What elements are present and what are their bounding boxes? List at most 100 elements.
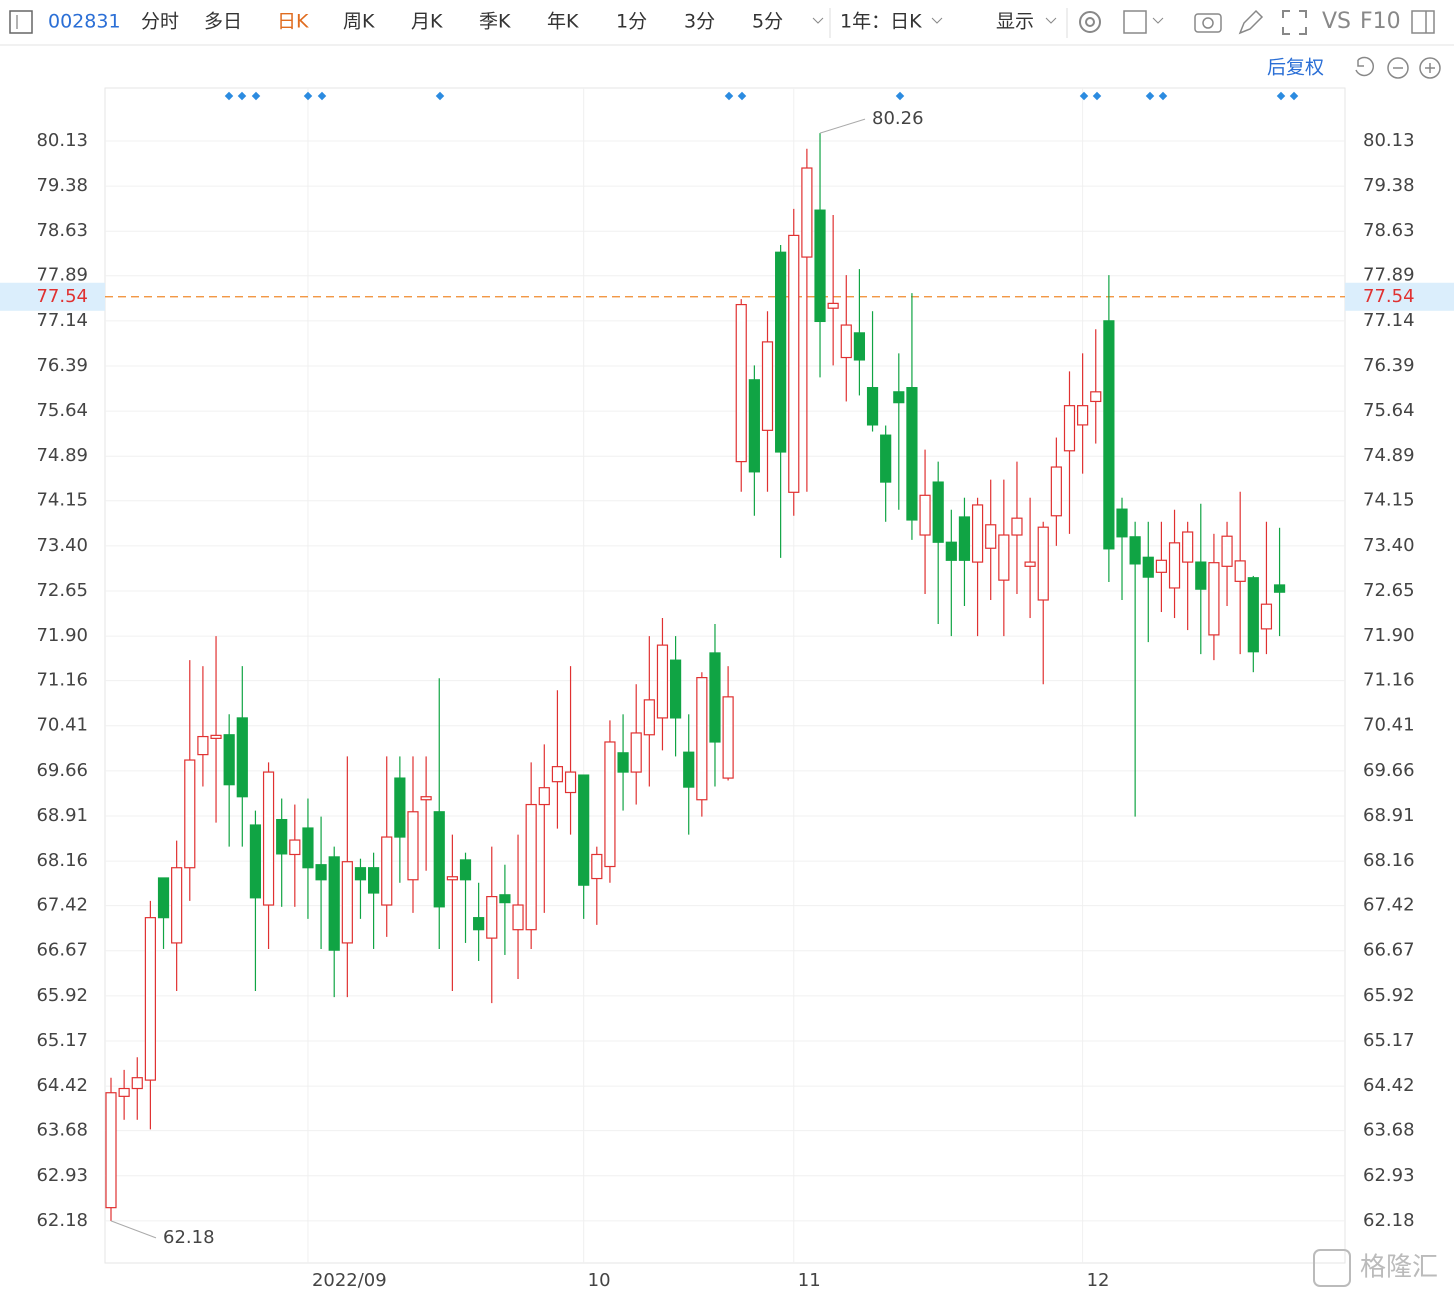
candle-body: [1129, 536, 1141, 565]
candle-body: [381, 836, 393, 906]
zoom-out-icon[interactable]: [1387, 57, 1409, 79]
menu-icon[interactable]: [9, 10, 33, 34]
candle-body: [1195, 561, 1207, 590]
y2-tick-label: 78.63: [1363, 220, 1415, 241]
layout-chevron: [1152, 17, 1164, 24]
period-tab[interactable]: 1分: [616, 11, 647, 33]
x-tick-label: 11: [798, 1270, 821, 1291]
candle-body: [998, 534, 1010, 581]
candle-body: [1011, 517, 1023, 536]
candle-body: [643, 699, 655, 736]
candle-body: [564, 771, 577, 794]
candle-body: [932, 481, 944, 543]
candle-body: [420, 796, 432, 801]
event-marker: [435, 91, 445, 101]
vs-button[interactable]: VS: [1322, 9, 1351, 34]
candle-body: [236, 717, 248, 798]
candle-body: [1247, 577, 1259, 653]
candle-body: [578, 774, 590, 886]
f10-button[interactable]: F10: [1360, 9, 1401, 34]
undo-icon[interactable]: [1355, 56, 1375, 77]
camera-icon[interactable]: [1194, 13, 1222, 33]
candle-body: [105, 1092, 117, 1209]
y2-tick-label: 75.64: [1363, 400, 1415, 421]
candle-body: [722, 696, 734, 779]
y-tick-label: 68.91: [36, 805, 88, 826]
event-marker: [1276, 91, 1286, 101]
min-label: 62.18: [163, 1227, 215, 1248]
more-chevron[interactable]: [812, 17, 824, 24]
y-tick-label: 77.14: [36, 310, 88, 331]
plot: 80.13 80.13 79.38 79.38 78.63 78.63 77.89 77.89…: [0, 88, 1454, 1291]
candle-body: [1155, 559, 1168, 573]
event-marker: [1092, 91, 1102, 101]
min-pointer: [110, 1220, 157, 1239]
draw-icon[interactable]: [1238, 9, 1264, 35]
candle-body: [761, 341, 774, 431]
period-tab[interactable]: 季K: [479, 11, 511, 33]
candle-body: [656, 644, 669, 719]
panel-icon[interactable]: [1411, 10, 1435, 34]
max-pointer: [819, 118, 866, 134]
event-marker: [737, 91, 747, 101]
candle-body: [289, 839, 301, 856]
period-tab[interactable]: 分时: [141, 11, 179, 33]
period-tab[interactable]: 3分: [684, 11, 715, 33]
y2-tick-label: 62.93: [1363, 1165, 1415, 1186]
candle-body: [814, 209, 826, 323]
y-tick-label: 66.67: [36, 940, 88, 961]
y2-tick-label: 70.41: [1363, 715, 1415, 736]
adjust-button[interactable]: 后复权: [1267, 57, 1324, 79]
candle-body: [591, 853, 603, 880]
zoom-in-icon[interactable]: [1419, 57, 1441, 79]
candle-body: [906, 387, 918, 521]
candle-body: [1090, 391, 1102, 403]
max-label: 80.26: [872, 108, 924, 129]
price-band: [0, 282, 105, 311]
y2-tick-label: 74.89: [1363, 445, 1415, 466]
period-tab[interactable]: 年K: [547, 11, 579, 33]
stock-code[interactable]: 002831: [48, 11, 121, 33]
candle-body: [696, 677, 708, 801]
candle-body: [1168, 542, 1181, 589]
candle-body: [512, 904, 524, 931]
candle-body: [893, 391, 905, 404]
candle-body: [328, 856, 340, 951]
y2-tick-label: 71.90: [1363, 625, 1415, 646]
period-tab[interactable]: 5分: [752, 11, 783, 33]
period-tab[interactable]: 月K: [411, 11, 443, 33]
candle-body: [459, 859, 472, 881]
watermark-logo: [1313, 1249, 1351, 1287]
y-tick-label: 77.89: [36, 265, 88, 286]
fullscreen-icon[interactable]: [1282, 10, 1307, 35]
event-marker: [895, 91, 905, 101]
display-menu[interactable]: 显示: [996, 11, 1034, 33]
period-tab[interactable]: 日K: [277, 11, 309, 33]
reference-label: 77.54: [1363, 286, 1415, 307]
y-tick-label: 62.93: [36, 1165, 88, 1186]
candle-body: [446, 876, 458, 881]
x-tick-label: 12: [1087, 1270, 1110, 1291]
settings-icon[interactable]: [1079, 11, 1101, 33]
period-tab[interactable]: 周K: [343, 11, 375, 33]
candle-body: [1142, 556, 1154, 578]
period-select[interactable]: 1年：日K: [840, 11, 922, 33]
candle-body: [276, 818, 288, 855]
event-marker: [317, 91, 327, 101]
candle-body: [1260, 603, 1273, 630]
period-tab[interactable]: 多日: [204, 11, 242, 33]
event-marker: [237, 91, 247, 101]
y-tick-label: 63.68: [36, 1120, 88, 1141]
candle-body: [197, 735, 209, 756]
event-marker: [224, 91, 234, 101]
candle-body: [801, 167, 813, 258]
y-tick-label: 73.40: [36, 535, 88, 556]
candle-body: [919, 494, 931, 536]
y2-tick-label: 65.17: [1363, 1030, 1415, 1051]
y-tick-label: 75.64: [36, 400, 88, 421]
layout-icon[interactable]: [1123, 10, 1147, 34]
y2-tick-label: 71.16: [1363, 670, 1415, 691]
candle-body: [709, 652, 721, 743]
